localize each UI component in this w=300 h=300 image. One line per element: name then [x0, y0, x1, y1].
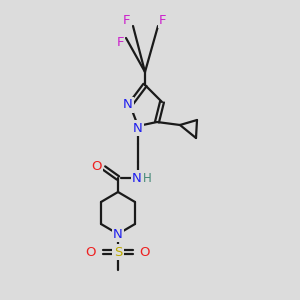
Text: H: H [142, 172, 152, 184]
Text: F: F [159, 14, 167, 26]
Text: S: S [114, 245, 122, 259]
Text: N: N [123, 98, 133, 112]
Text: O: O [91, 160, 101, 172]
Text: O: O [86, 245, 96, 259]
Text: N: N [113, 227, 123, 241]
Text: N: N [133, 122, 143, 134]
Text: F: F [123, 14, 131, 26]
Text: O: O [140, 245, 150, 259]
Text: N: N [132, 172, 142, 184]
Text: F: F [116, 35, 124, 49]
